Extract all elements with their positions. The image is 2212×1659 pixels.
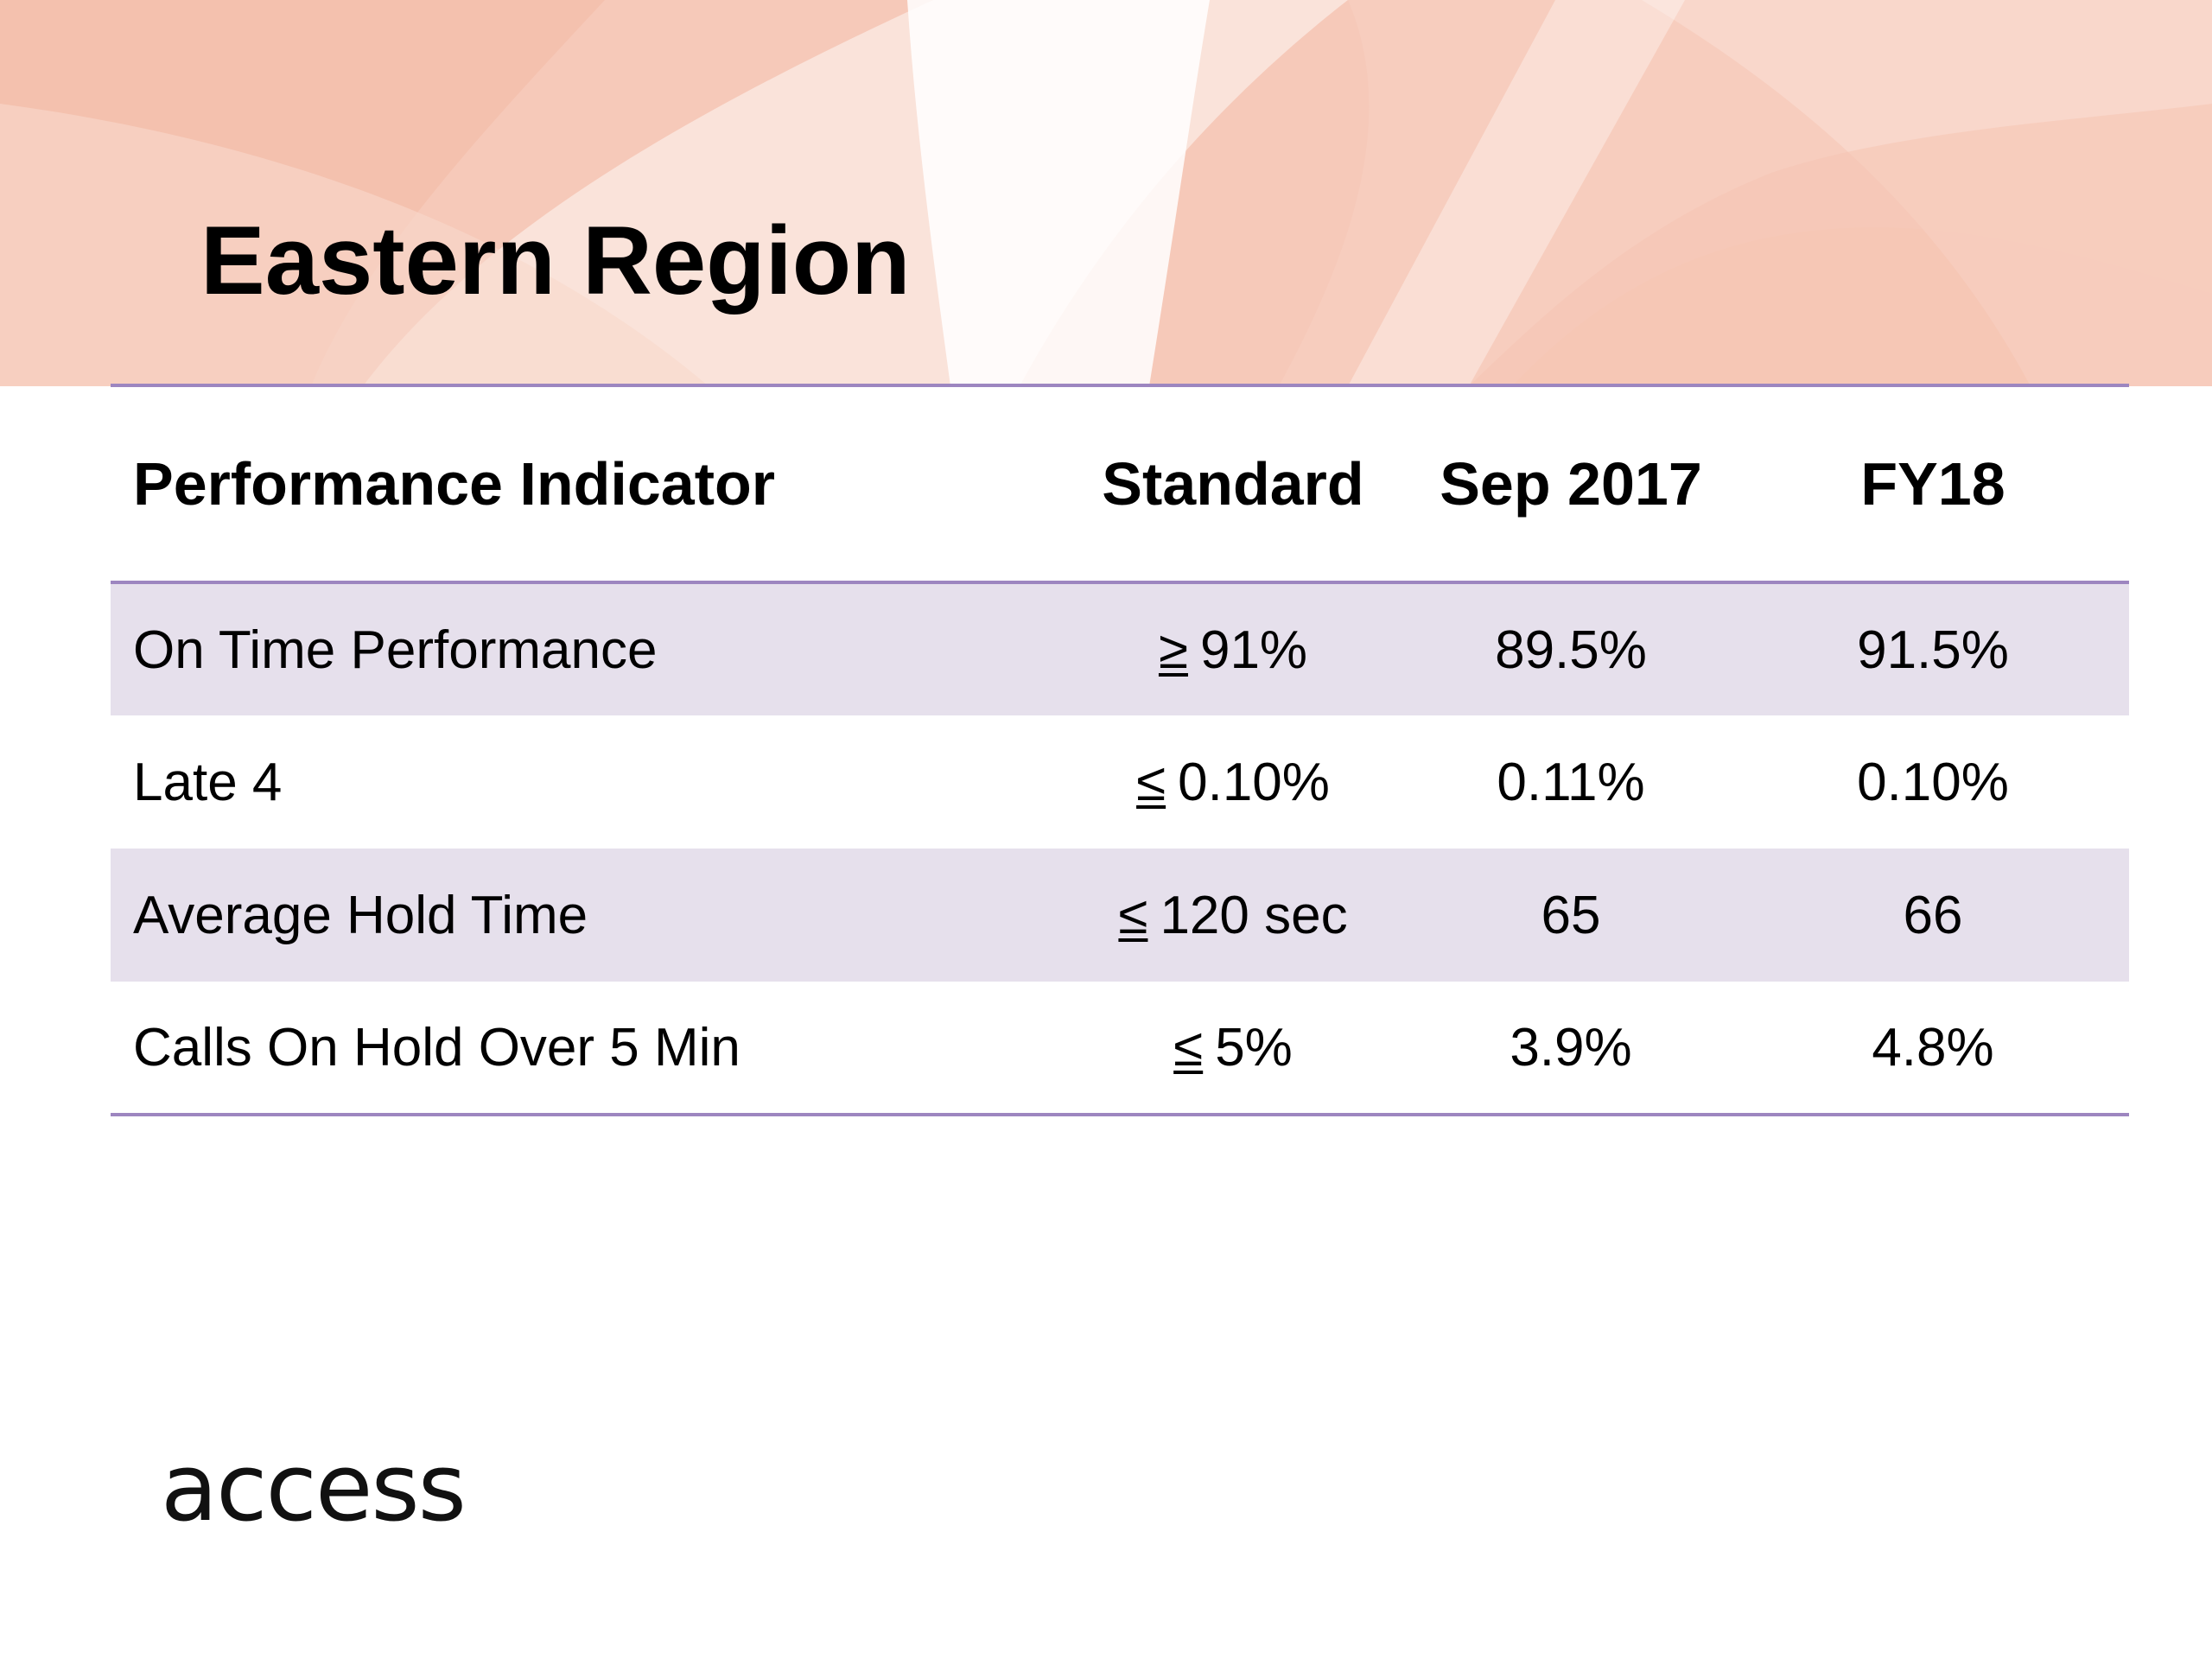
sep-2017-cell: 0.11% <box>1497 752 1645 812</box>
indicator-cell: On Time Performance <box>133 620 658 680</box>
standard-value: 0.10% <box>1178 752 1330 812</box>
comparison-operator: ≤ <box>1118 885 1148 945</box>
table-row: Calls On Hold Over 5 Min ≤5% 3.9% 4.8% <box>111 982 2129 1115</box>
indicator-cell: Calls On Hold Over 5 Min <box>133 1017 741 1077</box>
standard-value: 91% <box>1199 620 1308 680</box>
standard-cell: ≤0.10% <box>1061 715 1405 849</box>
indicator-cell: Average Hold Time <box>133 885 588 945</box>
indicator-cell: Late 4 <box>133 752 283 812</box>
fy18-cell: 91.5% <box>1857 620 2009 680</box>
comparison-operator: ≥ <box>1158 620 1188 680</box>
header-decoration <box>0 0 2212 386</box>
standard-value: 120 sec <box>1160 885 1348 945</box>
standard-cell: ≤5% <box>1061 982 1405 1115</box>
fy18-cell: 0.10% <box>1857 752 2009 812</box>
table-row: On Time Performance ≥91% 89.5% 91.5% <box>111 582 2129 715</box>
header-sep-2017: Sep 2017 <box>1440 450 1702 518</box>
table-row: Average Hold Time ≤120 sec 65 66 <box>111 849 2129 982</box>
standard-cell: ≥91% <box>1061 582 1405 715</box>
sep-2017-cell: 89.5% <box>1495 620 1647 680</box>
header-fy18: FY18 <box>1860 450 2005 518</box>
header-performance-indicator: Performance Indicator <box>133 450 775 518</box>
sep-2017-cell: 3.9% <box>1510 1017 1632 1077</box>
fy18-cell: 4.8% <box>1872 1017 1994 1077</box>
standard-cell: ≤120 sec <box>1061 849 1405 982</box>
table-row: Late 4 ≤0.10% 0.11% 0.10% <box>111 715 2129 849</box>
table-header-row: Performance Indicator Standard Sep 2017 … <box>111 385 2129 582</box>
fy18-cell: 66 <box>1903 885 1963 945</box>
sep-2017-cell: 65 <box>1541 885 1601 945</box>
performance-table: Performance Indicator Standard Sep 2017 … <box>111 384 2129 1116</box>
comparison-operator: ≤ <box>1136 752 1166 812</box>
comparison-operator: ≤ <box>1173 1017 1204 1077</box>
header-standard: Standard <box>1102 450 1364 518</box>
access-logo: access <box>161 1434 467 1542</box>
standard-value: 5% <box>1215 1017 1293 1077</box>
page-title: Eastern Region <box>200 207 911 315</box>
header-arcs-graphic <box>0 0 2212 386</box>
